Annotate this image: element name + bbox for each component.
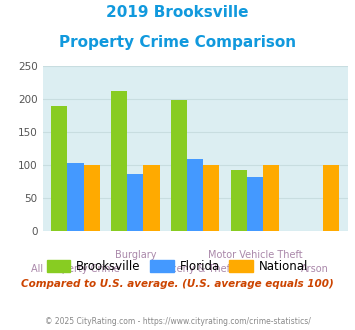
Bar (263, 165, 279, 231)
Bar (84, 165, 100, 231)
Legend: Brooksville, Florida, National: Brooksville, Florida, National (42, 255, 313, 278)
Bar (143, 165, 160, 231)
Text: Property Crime Comparison: Property Crime Comparison (59, 35, 296, 50)
Bar (51, 106, 67, 231)
Text: 2019 Brooksville: 2019 Brooksville (106, 5, 249, 20)
Bar (171, 100, 187, 231)
Text: Arson: Arson (301, 264, 329, 274)
Bar (111, 91, 127, 231)
Bar (127, 174, 143, 231)
Bar (203, 165, 219, 231)
Text: Larceny & Theft: Larceny & Theft (156, 264, 234, 274)
Text: Burglary: Burglary (115, 250, 156, 260)
Bar (323, 165, 339, 231)
Text: All Property Crime: All Property Crime (31, 264, 120, 274)
Bar (247, 177, 263, 231)
Bar (231, 170, 247, 231)
Text: Motor Vehicle Theft: Motor Vehicle Theft (208, 250, 302, 260)
Bar (187, 159, 203, 231)
Text: © 2025 CityRating.com - https://www.cityrating.com/crime-statistics/: © 2025 CityRating.com - https://www.city… (45, 317, 310, 326)
Bar (67, 163, 84, 231)
Text: Compared to U.S. average. (U.S. average equals 100): Compared to U.S. average. (U.S. average … (21, 279, 334, 289)
